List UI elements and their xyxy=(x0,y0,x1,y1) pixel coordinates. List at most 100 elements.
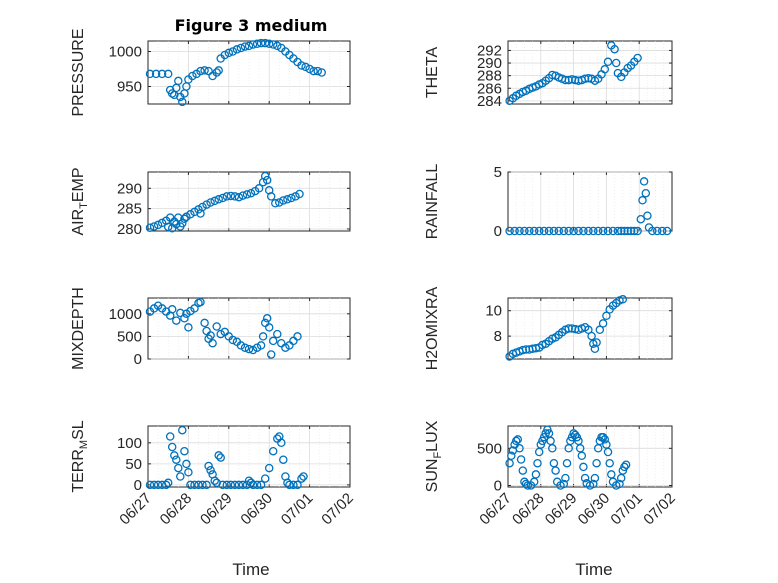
data-point xyxy=(507,451,516,461)
data-point xyxy=(248,40,258,49)
y-axis-label: PRESSURE xyxy=(70,28,87,116)
data-point xyxy=(230,192,240,201)
data-point xyxy=(279,455,288,464)
data-point xyxy=(299,472,308,481)
data-point xyxy=(252,480,262,490)
y-axis-label: SUNFLUX xyxy=(424,420,444,492)
data-point xyxy=(574,226,583,236)
data-point xyxy=(244,344,254,354)
data-point xyxy=(258,332,268,341)
data-point xyxy=(510,226,519,236)
data-point xyxy=(559,226,569,236)
data-point xyxy=(561,473,570,483)
data-point xyxy=(165,432,175,441)
data-point xyxy=(264,463,274,473)
data-point xyxy=(252,39,262,49)
data-point xyxy=(309,66,318,76)
data-point xyxy=(161,480,171,490)
data-point xyxy=(170,451,179,460)
data-point xyxy=(222,480,232,490)
data-point xyxy=(178,97,187,107)
data-point xyxy=(145,480,155,490)
data-point xyxy=(234,480,244,490)
data-point xyxy=(178,219,187,228)
y-tick-label: 500 xyxy=(117,328,142,345)
y-tick-label: 0 xyxy=(494,478,502,495)
y-tick-label: 284 xyxy=(477,93,502,110)
data-point xyxy=(600,435,610,444)
data-point xyxy=(652,226,662,236)
data-point xyxy=(621,460,631,469)
data-point xyxy=(204,461,213,471)
data-point xyxy=(174,213,183,222)
data-point xyxy=(208,338,217,348)
y-tick-label: 0 xyxy=(134,351,142,368)
panel-pressure: 950 1000 PRESSURE xyxy=(70,28,351,117)
y-tick-label: 0 xyxy=(494,223,502,240)
data-point xyxy=(615,479,624,489)
data-point xyxy=(264,323,274,332)
data-point xyxy=(224,48,234,58)
y-tick-label: 1000 xyxy=(109,306,142,323)
data-point xyxy=(564,324,573,333)
data-point xyxy=(268,446,278,456)
data-point xyxy=(222,192,232,201)
data-point xyxy=(188,71,197,81)
y-tick-label: 8 xyxy=(494,328,502,345)
data-point xyxy=(236,43,246,53)
data-point xyxy=(657,226,667,236)
panel-mixdepth: 0 500 1000 MIXDEPTH xyxy=(70,287,351,370)
data-point xyxy=(212,322,221,331)
data-point xyxy=(167,442,177,452)
data-point xyxy=(242,190,252,199)
data-point xyxy=(167,305,177,314)
data-point xyxy=(608,226,618,236)
data-point xyxy=(260,474,270,483)
data-point xyxy=(505,226,514,236)
data-point xyxy=(511,436,521,446)
data-point xyxy=(244,41,254,51)
data-point xyxy=(577,451,587,461)
data-point xyxy=(285,480,294,490)
panel-h2omixra: 8 10 H2OMIXRA xyxy=(424,286,673,370)
data-point xyxy=(178,425,187,435)
data-point xyxy=(648,226,657,236)
data-point xyxy=(633,53,642,63)
data-point xyxy=(248,345,258,355)
y-tick-label: 50 xyxy=(125,456,142,473)
data-point xyxy=(202,200,211,209)
data-point xyxy=(182,459,191,469)
data-point xyxy=(533,458,542,468)
data-point xyxy=(548,444,557,453)
data-point xyxy=(525,226,534,236)
data-point xyxy=(589,226,598,236)
data-point xyxy=(186,210,195,219)
data-point xyxy=(616,226,626,236)
data-point xyxy=(283,195,292,204)
data-point xyxy=(289,480,298,490)
data-point xyxy=(662,226,672,236)
data-point xyxy=(518,345,528,355)
data-point xyxy=(639,177,649,186)
data-point xyxy=(580,74,590,84)
data-point xyxy=(214,451,223,460)
data-point xyxy=(605,458,614,468)
data-point xyxy=(518,466,528,475)
data-point xyxy=(531,343,541,353)
data-point xyxy=(220,50,230,60)
data-point xyxy=(163,222,173,232)
data-point xyxy=(145,223,155,232)
data-point xyxy=(174,76,183,86)
data-point xyxy=(638,196,647,205)
data-point xyxy=(176,472,185,481)
data-point xyxy=(214,195,223,204)
data-point xyxy=(544,226,554,236)
y-tick-label: 10 xyxy=(485,303,502,320)
y-tick-label: 286 xyxy=(477,80,502,97)
y-tick-label: 500 xyxy=(477,440,502,457)
data-point xyxy=(539,226,549,236)
data-point xyxy=(149,480,159,490)
y-tick-label: 292 xyxy=(477,42,502,59)
data-point xyxy=(579,462,588,472)
panel-air-temp: 280 285 290 AIRTEMP xyxy=(70,167,351,238)
